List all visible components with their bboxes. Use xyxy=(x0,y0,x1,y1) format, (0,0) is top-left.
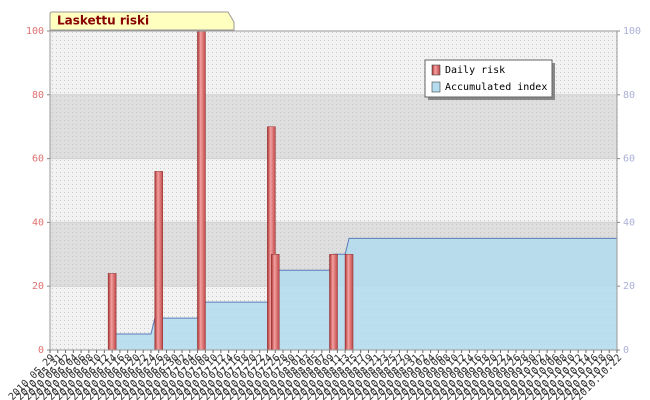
y2-tick-label: 40 xyxy=(623,217,635,228)
legend xyxy=(424,59,553,98)
bar xyxy=(329,254,338,351)
legend-swatch xyxy=(431,81,441,93)
y2-tick-label: 80 xyxy=(623,90,635,101)
legend-label: Daily risk xyxy=(445,65,505,76)
y2-tick-label: 0 xyxy=(623,345,629,356)
legend-swatch xyxy=(431,64,441,76)
bar xyxy=(344,254,354,351)
y-tick-label: 40 xyxy=(32,217,44,228)
y-tick-label: 20 xyxy=(32,281,44,292)
y2-tick-label: 60 xyxy=(623,154,635,165)
y-tick-label: 100 xyxy=(26,26,44,37)
y-tick-label: 80 xyxy=(32,90,44,101)
title-tab xyxy=(49,11,235,31)
plot-frame xyxy=(49,30,618,351)
y-tick-label: 0 xyxy=(38,345,44,356)
bar xyxy=(270,254,280,351)
bar xyxy=(107,273,117,351)
bar xyxy=(197,30,206,351)
y2-tick-label: 20 xyxy=(623,281,635,292)
chart-title: Laskettu riski xyxy=(57,14,149,28)
y2-tick-label: 100 xyxy=(623,26,641,37)
bar xyxy=(154,171,163,351)
legend-label: Accumulated index xyxy=(445,82,547,93)
y-tick-label: 60 xyxy=(32,154,44,165)
